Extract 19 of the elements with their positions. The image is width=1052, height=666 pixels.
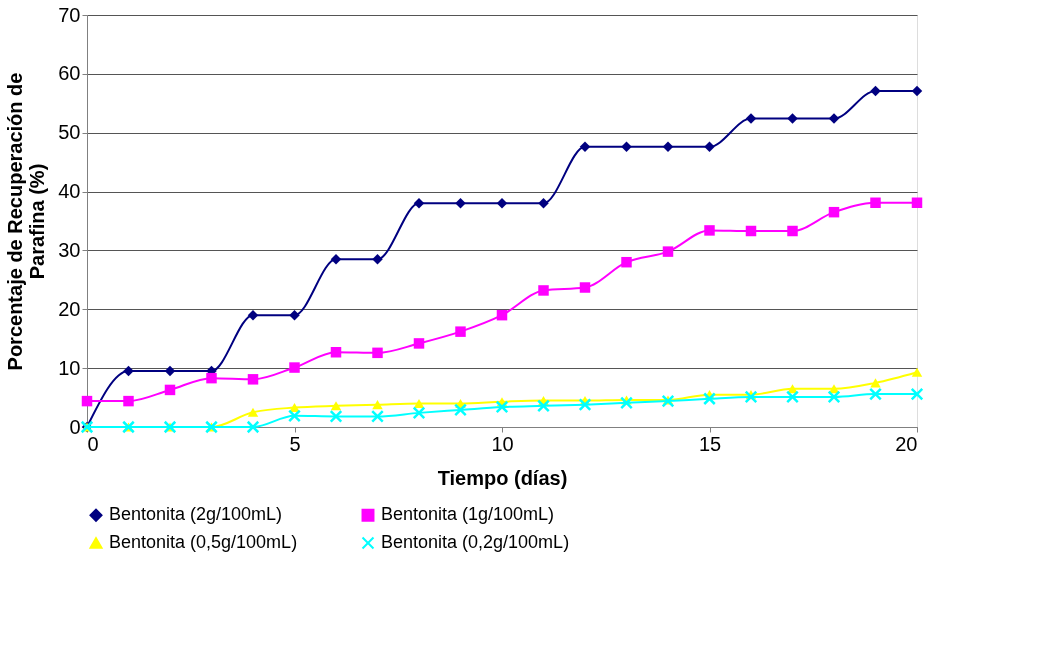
- x-tick-label: 5: [289, 432, 301, 455]
- x-tick-label: 10: [491, 432, 514, 455]
- y-tick-label: 40: [58, 180, 81, 203]
- legend-label: Bentonita (0,5g/100mL): [109, 532, 298, 552]
- y-tick-label: 10: [58, 356, 81, 379]
- y-axis-title: Porcentaje de Recuperación de Parafina (%): [4, 72, 49, 371]
- legend-label: Bentonita (0,2g/100mL): [381, 532, 570, 552]
- legend-label: Bentonita (1g/100mL): [381, 504, 555, 525]
- x-axis-title: Tiempo (días): [437, 466, 568, 489]
- x-tick-label: 0: [87, 432, 99, 455]
- y-tick-label: 0: [69, 415, 81, 438]
- x-tick-label: 20: [895, 432, 918, 455]
- y-tick-label: 20: [58, 297, 81, 320]
- y-tick-label: 70: [58, 3, 81, 26]
- x-tick-label: 15: [698, 432, 722, 455]
- y-tick-label: 30: [58, 238, 81, 261]
- y-tick-label: 60: [58, 62, 81, 85]
- legend-label: Bentonita (2g/100mL): [109, 504, 283, 525]
- y-tick-label: 50: [58, 121, 81, 144]
